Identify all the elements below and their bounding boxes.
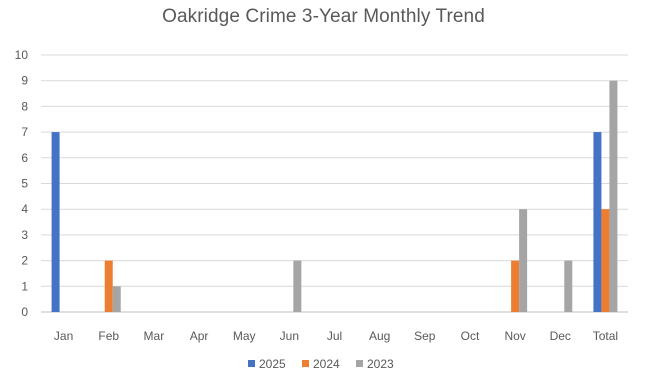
x-axis: Jan Feb Mar Apr May Jun Jul Aug Sep Oct Nov Dec Tota…: [54, 329, 618, 343]
x-tick-label: Jul: [327, 329, 342, 343]
legend-swatch: [356, 360, 363, 367]
y-tick-label: 8: [21, 99, 28, 113]
y-tick-label: 7: [21, 125, 28, 139]
bar-2024-feb: [104, 260, 113, 312]
x-tick-label: Dec: [550, 329, 571, 343]
legend-label: 2024: [313, 357, 340, 371]
x-tick-label: Oct: [461, 329, 480, 343]
legend-swatch: [302, 360, 309, 367]
bar-2024-nov: [511, 260, 520, 312]
bar-2023-feb: [112, 286, 121, 312]
legend-label: 2023: [367, 357, 394, 371]
legend-label: 2025: [259, 357, 286, 371]
legend: 2025 2024 2023: [248, 357, 394, 371]
legend-swatch: [248, 360, 255, 367]
x-tick-label: Jun: [280, 329, 299, 343]
x-tick-label: Jan: [54, 329, 73, 343]
bar-2025-jan: [51, 132, 60, 312]
chart-title: Oakridge Crime 3-Year Monthly Trend: [162, 6, 485, 27]
x-tick-label: Mar: [144, 329, 165, 343]
y-tick-label: 4: [21, 202, 28, 216]
y-tick-label: 5: [21, 177, 28, 191]
y-tick-label: 3: [21, 228, 28, 242]
y-tick-label: 10: [15, 48, 29, 62]
x-tick-label: Nov: [504, 329, 525, 343]
bars: [51, 80, 618, 312]
y-tick-label: 6: [21, 151, 28, 165]
gridlines: [41, 54, 628, 313]
bar-2025-total: [593, 132, 602, 312]
x-tick-label: Feb: [98, 329, 119, 343]
y-tick-label: 0: [21, 305, 28, 319]
x-tick-label: Apr: [190, 329, 209, 343]
y-tick-label: 1: [21, 279, 28, 293]
x-tick-label: Sep: [414, 329, 436, 343]
x-tick-label: Total: [593, 329, 618, 343]
bar-2024-total: [601, 209, 610, 312]
x-tick-label: May: [233, 329, 256, 343]
x-tick-label: Aug: [369, 329, 390, 343]
y-tick-label: 9: [21, 74, 28, 88]
bar-2023-dec: [564, 260, 573, 312]
bar-2023-nov: [519, 209, 528, 312]
y-axis: 0 1 2 3 4 5 6 7 8 9 10: [15, 48, 29, 319]
bar-2023-total: [609, 80, 618, 312]
y-tick-label: 2: [21, 254, 28, 268]
bar-2023-jun: [293, 260, 302, 312]
